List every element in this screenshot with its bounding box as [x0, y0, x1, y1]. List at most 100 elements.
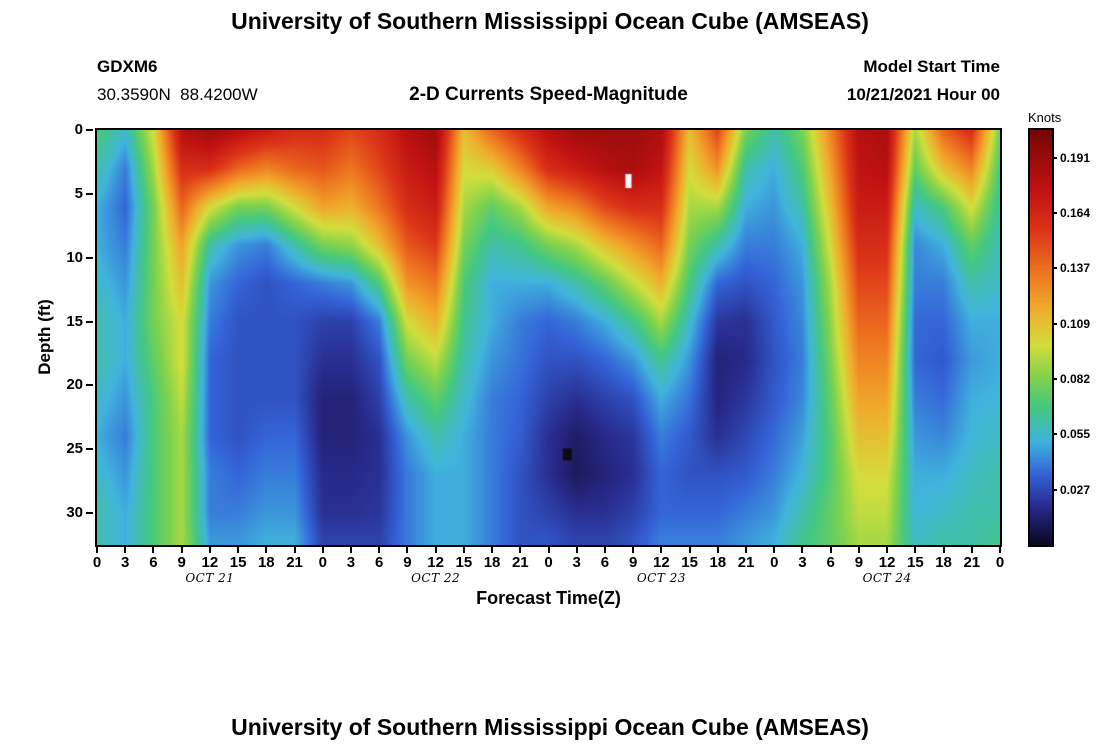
colorbar-canvas: [1030, 130, 1052, 545]
y-tick-label: 15: [66, 312, 83, 330]
x-tick-mark: [434, 547, 437, 553]
x-tick-label: 21: [286, 554, 303, 571]
station-id: GDXM6: [97, 57, 158, 76]
y-tick-mark: [86, 129, 93, 131]
colorbar: [1028, 128, 1054, 547]
colorbar-title: Knots: [1028, 110, 1062, 125]
y-tick-mark: [86, 384, 93, 387]
y-tick-mark: [86, 512, 93, 515]
x-tick-mark: [942, 547, 945, 553]
x-tick-mark: [462, 547, 465, 553]
colorbar-tick-label: 0.027: [1060, 483, 1091, 498]
x-tick-label: 6: [149, 554, 158, 571]
x-day-label: OCT 24: [862, 571, 912, 585]
colorbar-tick-label: 0.164: [1060, 206, 1091, 220]
y-tick-label: 0: [74, 121, 83, 138]
x-tick-mark: [180, 547, 183, 553]
x-tick-label: 6: [375, 554, 384, 571]
x-axis-title: Forecast Time(Z): [476, 588, 621, 608]
x-tick-mark: [378, 547, 381, 553]
x-tick-label: 15: [229, 554, 247, 571]
page-title: University of Southern Mississippi Ocean…: [231, 8, 869, 34]
x-tick-mark: [801, 547, 804, 553]
model-start-value: 10/21/2021 Hour 00: [846, 85, 1000, 104]
x-tick-label: 18: [483, 554, 501, 571]
x-tick-mark: [293, 547, 296, 553]
x-tick-mark: [124, 547, 127, 553]
x-day-label: OCT 21: [185, 571, 235, 585]
x-tick-mark: [660, 547, 663, 553]
x-tick-label: 9: [403, 554, 412, 571]
y-tick-mark: [86, 448, 93, 451]
x-tick-mark: [999, 547, 1001, 553]
x-tick-label: 9: [177, 554, 186, 571]
x-tick-mark: [914, 547, 917, 553]
y-tick-mark: [86, 192, 93, 195]
x-tick-label: 3: [121, 554, 130, 571]
colorbar-tick-mark: [1052, 157, 1057, 160]
y-tick-mark: [86, 256, 93, 259]
heatmap-plot: [95, 128, 1002, 547]
x-tick-label: 0: [318, 554, 327, 571]
x-tick-mark: [321, 547, 324, 553]
colorbar-tick-label: 0.082: [1060, 372, 1091, 386]
colorbar-tick-label: 0.191: [1060, 151, 1091, 166]
x-tick-mark: [152, 547, 155, 553]
y-tick-label: 30: [66, 504, 83, 522]
model-start-label: Model Start Time: [863, 57, 1000, 76]
x-tick-label: 21: [963, 554, 981, 571]
x-tick-label: 21: [737, 554, 755, 571]
x-tick-label: 15: [681, 554, 698, 571]
x-tick-mark: [688, 547, 691, 553]
x-tick-label: 3: [798, 554, 807, 571]
colorbar-tick-mark: [1052, 212, 1057, 214]
colorbar-tick-mark: [1052, 489, 1057, 492]
x-tick-mark: [96, 547, 98, 553]
x-tick-mark: [970, 547, 973, 553]
x-tick-label: 12: [878, 554, 896, 571]
x-tick-label: 6: [826, 554, 835, 571]
x-tick-label: 12: [653, 554, 670, 571]
x-tick-mark: [886, 547, 889, 553]
y-tick-label: 10: [66, 248, 83, 266]
x-tick-label: 9: [854, 554, 864, 571]
x-tick-mark: [265, 547, 268, 553]
x-tick-mark: [773, 547, 776, 553]
x-tick-label: 0: [995, 554, 1005, 571]
x-tick-label: 0: [544, 554, 553, 571]
x-tick-label: 18: [935, 554, 952, 571]
x-tick-label: 15: [907, 554, 924, 571]
x-tick-label: 0: [92, 554, 102, 571]
colorbar-tick-label: 0.137: [1060, 260, 1091, 275]
heatmap-canvas: [97, 130, 1000, 545]
x-tick-mark: [237, 547, 240, 553]
bottom-page-title: University of Southern Mississippi Ocean…: [231, 714, 869, 740]
colorbar-tick-mark: [1052, 378, 1057, 380]
x-day-label: OCT 23: [636, 571, 686, 585]
x-tick-label: 3: [346, 554, 356, 571]
plot-title: 2-D Currents Speed-Magnitude: [409, 84, 688, 105]
x-tick-label: 18: [709, 554, 727, 571]
x-tick-label: 12: [427, 554, 444, 571]
x-tick-mark: [603, 547, 606, 553]
y-tick-label: 20: [66, 376, 83, 394]
station-coordinates: 30.3590N 88.4200W: [97, 85, 258, 104]
x-day-label: OCT 22: [411, 571, 461, 585]
x-tick-label: 0: [770, 554, 779, 571]
colorbar-tick-label: 0.109: [1060, 317, 1091, 332]
x-tick-label: 18: [257, 554, 275, 571]
x-tick-mark: [349, 547, 352, 553]
x-tick-label: 9: [628, 554, 638, 571]
x-tick-mark: [829, 547, 832, 553]
y-tick-label: 5: [74, 184, 83, 202]
x-tick-label: 15: [455, 554, 473, 571]
colorbar-tick-mark: [1052, 432, 1057, 435]
x-tick-mark: [857, 547, 860, 553]
x-tick-mark: [406, 547, 409, 553]
y-axis-title: Depth (ft): [35, 299, 54, 375]
x-tick-mark: [745, 547, 748, 553]
x-tick-mark: [547, 547, 550, 553]
x-tick-mark: [208, 547, 211, 553]
x-tick-mark: [575, 547, 578, 553]
